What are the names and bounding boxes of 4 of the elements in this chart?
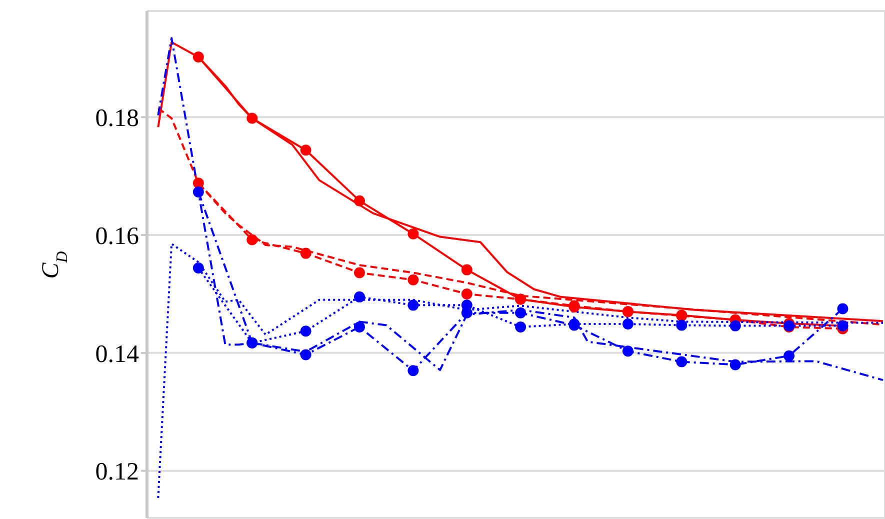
y-tick-label: 0.16: [95, 222, 139, 250]
y-tick-label: 0.18: [95, 104, 139, 132]
y-tick-label: 0.14: [95, 340, 140, 368]
y-tick-label: 0.12: [95, 458, 139, 486]
